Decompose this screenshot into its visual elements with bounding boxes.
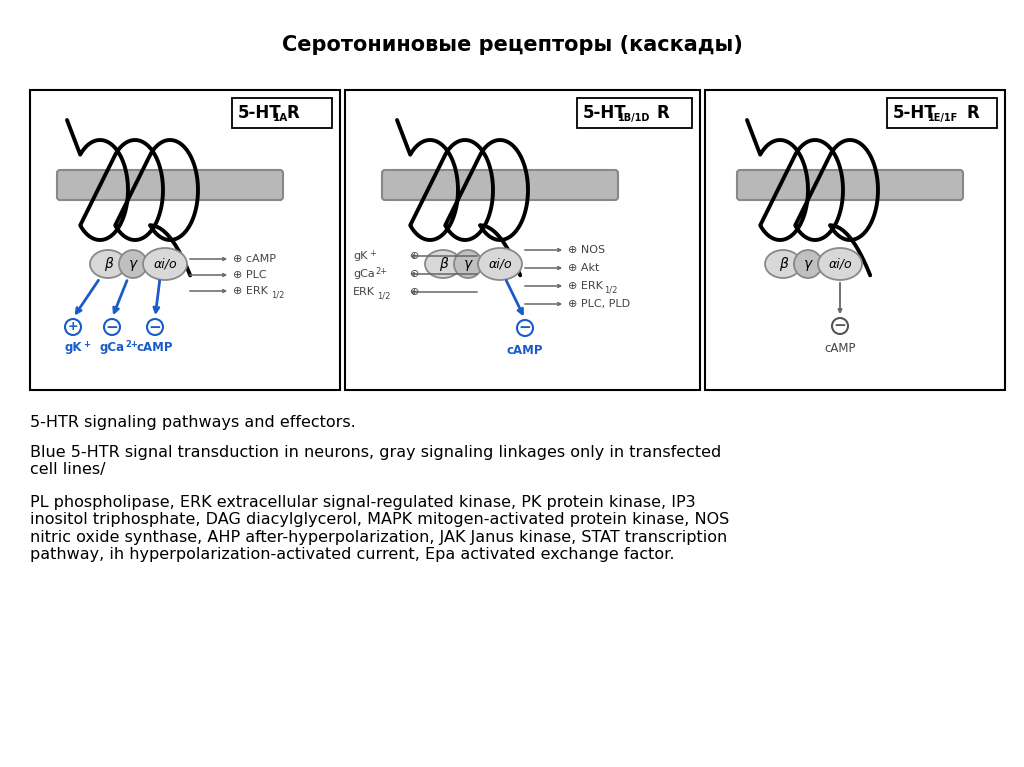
Text: β: β: [778, 257, 787, 271]
Text: PL phospholipase, ERK extracellular signal-regulated kinase, PK protein kinase, : PL phospholipase, ERK extracellular sign…: [30, 495, 729, 562]
Text: 1/2: 1/2: [377, 291, 390, 301]
Text: 1A: 1A: [273, 113, 288, 123]
Text: 1/2: 1/2: [604, 285, 617, 295]
Bar: [705, 90, 1005, 390]
Text: cAMP: cAMP: [824, 342, 856, 355]
Text: 5-HT: 5-HT: [893, 104, 937, 122]
Text: ⊕ ERK: ⊕ ERK: [568, 281, 603, 291]
Bar: [577, 98, 692, 128]
Text: Серотониновые рецепторы (каскады): Серотониновые рецепторы (каскады): [282, 35, 742, 55]
Circle shape: [517, 320, 534, 336]
Text: αi/o: αi/o: [154, 258, 177, 271]
Text: ERK: ERK: [353, 287, 375, 297]
Text: cAMP: cAMP: [137, 341, 173, 354]
Text: 1/2: 1/2: [271, 291, 285, 299]
FancyBboxPatch shape: [57, 170, 283, 200]
Bar: [887, 98, 997, 128]
Bar: [232, 98, 332, 128]
Text: −: −: [148, 320, 162, 334]
Ellipse shape: [143, 248, 187, 280]
Ellipse shape: [90, 250, 126, 278]
Text: 2+: 2+: [375, 266, 387, 275]
Ellipse shape: [765, 250, 801, 278]
Ellipse shape: [119, 250, 147, 278]
Text: cAMP: cAMP: [507, 344, 544, 357]
Text: αi/o: αi/o: [828, 258, 852, 271]
Ellipse shape: [454, 250, 482, 278]
FancyBboxPatch shape: [382, 170, 618, 200]
Text: ⊕ Akt: ⊕ Akt: [568, 263, 599, 273]
Text: 5-HT: 5-HT: [583, 104, 627, 122]
Text: ⊕ PLC: ⊕ PLC: [233, 270, 266, 280]
Text: ⊕: ⊕: [410, 251, 420, 261]
Text: β: β: [438, 257, 447, 271]
Text: gCa: gCa: [99, 341, 125, 354]
Bar: [345, 90, 700, 390]
Text: −: −: [518, 321, 531, 335]
Text: β: β: [103, 257, 113, 271]
Text: −: −: [834, 318, 847, 334]
Text: R: R: [286, 104, 299, 122]
Circle shape: [831, 318, 848, 334]
Ellipse shape: [794, 250, 822, 278]
Text: R: R: [656, 104, 669, 122]
Text: γ: γ: [804, 257, 812, 271]
Text: gCa: gCa: [353, 269, 375, 279]
Text: gK: gK: [65, 341, 82, 354]
Text: ⊕: ⊕: [410, 287, 420, 297]
Circle shape: [147, 319, 163, 335]
Text: +: +: [83, 340, 90, 349]
Text: 1B/1D: 1B/1D: [618, 113, 650, 123]
Text: ⊖: ⊖: [410, 269, 420, 279]
Text: +: +: [68, 321, 78, 334]
Text: +: +: [369, 249, 376, 258]
Text: ⊕ cAMP: ⊕ cAMP: [233, 254, 276, 264]
Text: 2+: 2+: [125, 340, 138, 349]
Text: ⊕ NOS: ⊕ NOS: [568, 245, 605, 255]
Text: γ: γ: [464, 257, 472, 271]
Text: γ: γ: [129, 257, 137, 271]
Text: ⊕ PLC, PLD: ⊕ PLC, PLD: [568, 299, 630, 309]
Ellipse shape: [818, 248, 862, 280]
Circle shape: [65, 319, 81, 335]
Text: Blue 5-HTR signal transduction in neurons, gray signaling linkages only in trans: Blue 5-HTR signal transduction in neuron…: [30, 445, 721, 477]
FancyBboxPatch shape: [737, 170, 963, 200]
Text: 1E/1F: 1E/1F: [928, 113, 958, 123]
Bar: [30, 90, 340, 390]
Text: R: R: [966, 104, 979, 122]
Text: 5-HT: 5-HT: [238, 104, 282, 122]
Text: αi/o: αi/o: [488, 258, 512, 271]
Circle shape: [104, 319, 120, 335]
Text: −: −: [105, 320, 119, 334]
Text: ⊕ ERK: ⊕ ERK: [233, 286, 268, 296]
Text: gK: gK: [353, 251, 368, 261]
Text: 5-HTR signaling pathways and effectors.: 5-HTR signaling pathways and effectors.: [30, 415, 355, 430]
Ellipse shape: [425, 250, 461, 278]
Ellipse shape: [478, 248, 522, 280]
